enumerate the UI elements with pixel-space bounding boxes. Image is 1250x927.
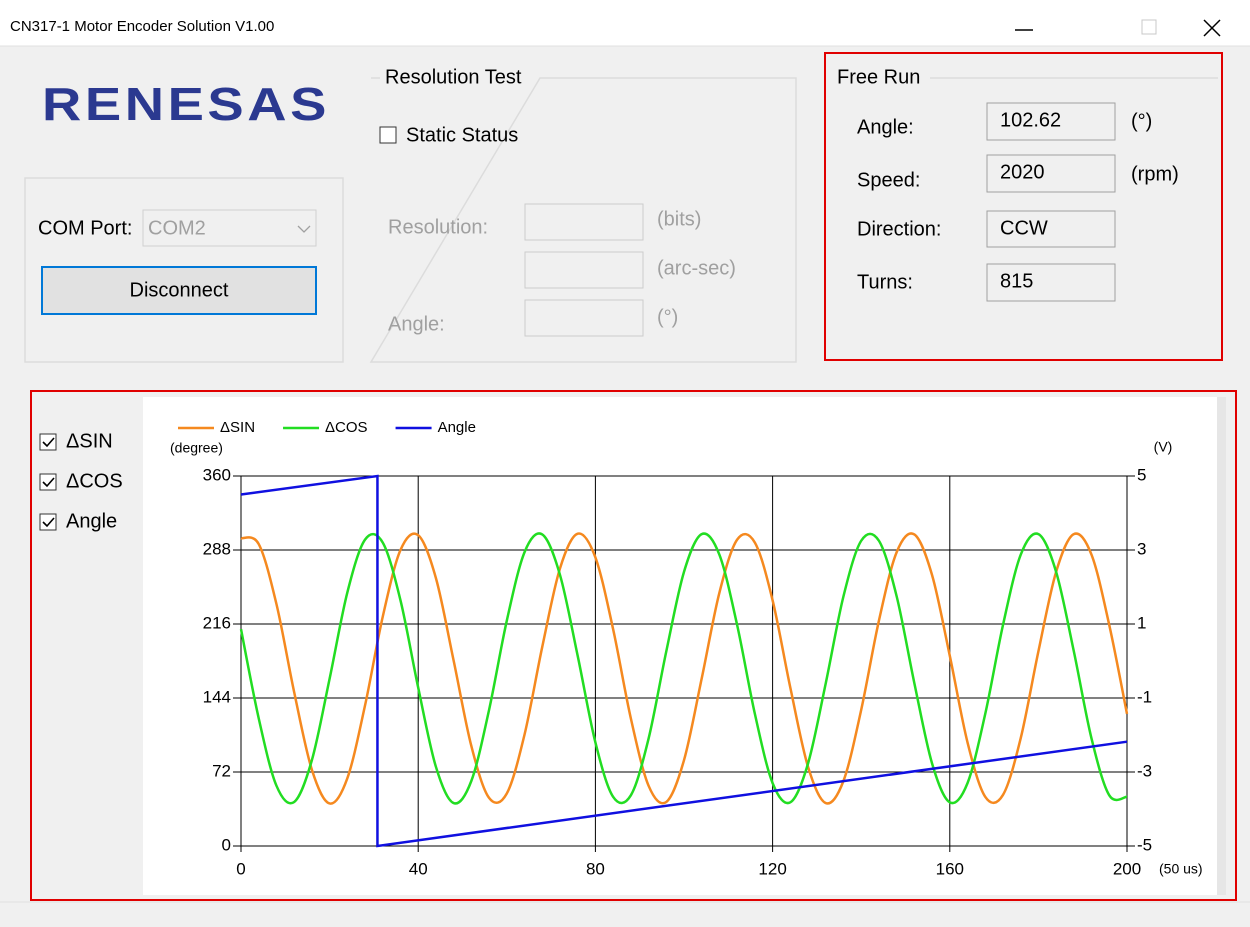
y2-tick-label: -3: [1137, 761, 1152, 780]
field-unit: (°): [1131, 110, 1152, 132]
resolution-angle-label: Angle:: [388, 313, 445, 335]
series-toggle-label: Angle: [66, 510, 117, 532]
y-tick-label: 0: [222, 835, 231, 854]
connection-group: [24, 177, 344, 363]
series-toggles: ΔSIN ΔCOS Angle: [39, 430, 123, 532]
y2-tick-label: -1: [1137, 687, 1152, 706]
field-label: Angle:: [857, 116, 914, 138]
field-box: [986, 210, 1116, 248]
checkbox-check: [42, 517, 55, 528]
legend-label: ΔCOS: [325, 419, 368, 436]
disconnect-button-label: Disconnect: [130, 279, 229, 301]
field-value: 2020: [1000, 161, 1045, 183]
y-tick-label: 360: [203, 465, 231, 484]
field-label: Turns:: [857, 271, 913, 293]
close-button[interactable]: [1203, 19, 1221, 37]
y2-tick-label: 5: [1137, 465, 1146, 484]
free-run-title: Free Run: [837, 66, 920, 88]
resolution-label: Resolution:: [388, 216, 488, 238]
field-value: 102.62: [1000, 109, 1061, 131]
resolution-bits-box: [524, 203, 644, 241]
bits-unit: (bits): [657, 208, 701, 230]
x-tick-label: 160: [936, 859, 964, 878]
static-status-label: Static Status: [406, 124, 518, 146]
disconnect-button[interactable]: [41, 266, 317, 315]
field-value: CCW: [1000, 217, 1048, 239]
resolution-angle-unit: (°): [657, 306, 678, 328]
resolution-angle-box: [524, 299, 644, 337]
series-checkbox[interactable]: [39, 513, 57, 531]
panel-scroll-edge: [1217, 397, 1226, 895]
resolution-arcsec-box: [524, 251, 644, 289]
free-run-highlight: [824, 52, 1223, 361]
title-bar: [0, 0, 1250, 46]
field-box: [986, 154, 1116, 193]
field-value: 815: [1000, 270, 1033, 292]
legend-label: Angle: [438, 419, 476, 436]
series-toggle-label: ΔCOS: [66, 470, 123, 492]
series-line: [240, 474, 1128, 848]
com-port-label: COM Port:: [38, 217, 132, 239]
plot: 0 40 80 120 160 200 0 72 144 216 288 360 -5 -3 -1 1 3 5 (5…: [170, 419, 1203, 879]
y-tick-label: 144: [203, 687, 231, 706]
x-tick-label: 80: [586, 859, 605, 878]
resolution-group: [369, 77, 797, 363]
series-checkbox[interactable]: [39, 473, 57, 491]
plot-background: [143, 397, 1217, 895]
checkbox-check: [42, 437, 55, 448]
legend-label: ΔSIN: [220, 419, 255, 436]
y2-tick-label: -5: [1137, 835, 1152, 854]
x-tick-label: 120: [758, 859, 786, 878]
series-toggle-label: ΔSIN: [66, 430, 113, 452]
field-unit: (rpm): [1131, 163, 1179, 185]
logo: RENESAS: [42, 78, 330, 130]
window-title: CN317-1 Motor Encoder Solution V1.00: [10, 18, 274, 35]
combobox-arrow: [297, 225, 311, 233]
x-tick-label: 0: [236, 859, 245, 878]
static-status-checkbox[interactable]: [379, 126, 397, 144]
y-tick-label: 216: [203, 613, 231, 632]
field-box: [986, 263, 1116, 302]
x-axis-label: (50 us): [1159, 861, 1203, 877]
x-tick-label: 40: [409, 859, 428, 878]
x-tick-label: 200: [1113, 859, 1141, 878]
series-line: [239, 532, 1128, 805]
checkbox-check: [42, 477, 55, 488]
resolution-group-title: Resolution Test: [385, 66, 522, 88]
com-port-value: COM2: [148, 217, 206, 239]
com-port-combobox[interactable]: [142, 209, 317, 247]
field-label: Direction:: [857, 218, 941, 240]
y-axis-label: (degree): [170, 440, 223, 456]
y2-axis-label: (V): [1154, 439, 1173, 455]
y-tick-label: 288: [203, 539, 231, 558]
y2-tick-label: 3: [1137, 539, 1146, 558]
series-checkbox[interactable]: [39, 433, 57, 451]
field-box: [986, 102, 1116, 141]
field-label: Speed:: [857, 169, 920, 191]
chart-highlight: [30, 390, 1237, 901]
y-tick-label: 72: [212, 761, 231, 780]
arcsec-unit: (arc-sec): [657, 257, 736, 279]
maximize-button[interactable]: [1141, 19, 1157, 35]
y2-tick-label: 1: [1137, 613, 1146, 632]
series-line: [240, 532, 1129, 805]
